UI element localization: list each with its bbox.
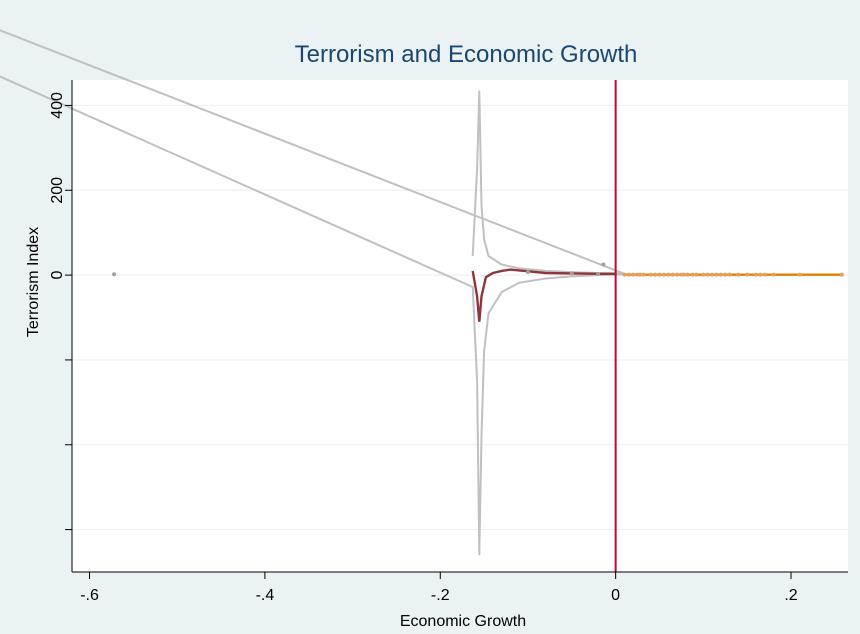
gridlines	[72, 104, 848, 531]
point-negative-2	[525, 270, 530, 275]
x-tick-label-0: -.6	[80, 587, 99, 604]
point-positive-18	[701, 272, 706, 277]
point-positive-5	[641, 272, 646, 277]
point-positive-9	[661, 272, 666, 277]
x-tick-label-3: 0	[611, 587, 620, 604]
point-positive-15	[685, 272, 690, 277]
point-negative-3	[569, 271, 574, 276]
point-positive-8	[657, 272, 662, 277]
point-positive-30	[771, 272, 776, 277]
point-negative-0	[112, 272, 117, 277]
y-tick-label-2: 0	[49, 271, 66, 280]
y-tick-label-1: 200	[49, 177, 66, 204]
x-tick-label-4: .2	[784, 587, 797, 604]
y-axis-title: Terrorism Index	[25, 227, 42, 337]
point-positive-20	[710, 272, 715, 277]
point-positive-2	[631, 272, 636, 277]
point-positive-19	[705, 272, 710, 277]
point-positive-25	[736, 272, 741, 277]
point-positive-11	[670, 272, 675, 277]
point-positive-29	[762, 272, 767, 277]
series-ci_lower	[0, 75, 625, 556]
point-positive-10	[666, 272, 671, 277]
point-positive-16	[690, 272, 695, 277]
point-positive-32	[839, 272, 844, 277]
point-positive-23	[723, 272, 728, 277]
point-positive-0	[622, 272, 627, 277]
point-positive-7	[653, 272, 658, 277]
point-positive-21	[714, 272, 719, 277]
point-positive-12	[675, 272, 680, 277]
point-positive-4	[638, 272, 643, 277]
point-positive-22	[718, 272, 723, 277]
point-positive-14	[682, 272, 687, 277]
point-positive-6	[648, 272, 653, 277]
point-positive-27	[753, 272, 758, 277]
point-positive-31	[797, 272, 802, 277]
point-positive-28	[758, 272, 763, 277]
x-tick-label-1: -.4	[256, 587, 275, 604]
point-negative-1	[601, 262, 606, 267]
chart-title: Terrorism and Economic Growth	[295, 41, 638, 68]
data-points	[112, 262, 844, 277]
x-axis-title: Economic Growth	[400, 613, 526, 630]
plot-area	[72, 80, 848, 572]
x-tick-label-2: -.2	[431, 587, 450, 604]
point-positive-17	[694, 272, 699, 277]
axes: -.6 -.4 -.2 0 .2 400 200 0	[49, 80, 848, 604]
point-positive-1	[626, 272, 631, 277]
point-negative-4	[596, 271, 601, 276]
y-tick-label-0: 400	[49, 92, 66, 119]
point-positive-26	[745, 272, 750, 277]
point-positive-24	[727, 272, 732, 277]
